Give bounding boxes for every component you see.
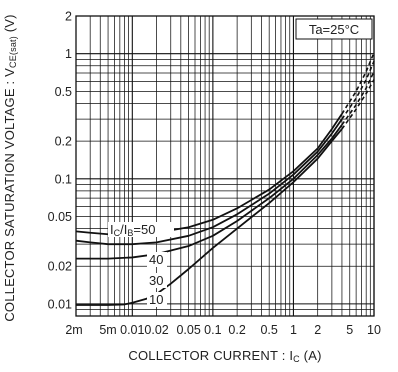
x-tick-label: 0.2 xyxy=(228,323,245,337)
series-dashed-10 xyxy=(341,79,375,130)
x-tick-label: 1 xyxy=(290,323,297,337)
series-line-10 xyxy=(76,128,343,306)
annotation-text: Ta=25°C xyxy=(309,22,359,37)
series-dashed-30 xyxy=(341,71,375,126)
plot-frame xyxy=(75,15,375,317)
x-tick-label: 2m xyxy=(65,323,82,337)
series-line-40 xyxy=(75,118,343,246)
grid xyxy=(75,15,375,317)
annotation-frame xyxy=(295,18,373,40)
curve-label-10: 10 xyxy=(149,292,163,307)
y-tick-label: 0.05 xyxy=(48,210,72,224)
x-tick-labels: 2m 5m 0.01 0.02 0.05 0.1 0.2 0.5 1 2 5 10 xyxy=(65,323,381,337)
y-tick-label: 0.5 xyxy=(55,85,72,99)
y-tick-label: 0.01 xyxy=(48,297,72,311)
y-tick-label: 0.02 xyxy=(48,260,72,274)
x-tick-label: 0.5 xyxy=(260,323,277,337)
x-axis-title: COLLECTOR CURRENT : IC (A) xyxy=(128,348,321,364)
curve-label-bg-40 xyxy=(147,252,167,267)
y-tick-label: 0.1 xyxy=(55,172,72,186)
curve-label-50: IC/IB=50 xyxy=(110,222,155,238)
x-tick-label: 2 xyxy=(314,323,321,337)
x-tick-label: 0.01 xyxy=(120,323,144,337)
y-tick-label: 1 xyxy=(65,47,72,61)
annotation-box: Ta=25°C xyxy=(295,18,373,40)
curve-label-bg-50 xyxy=(108,222,174,237)
series-line-30 xyxy=(76,124,343,260)
y-tick-label: 0.2 xyxy=(55,135,72,149)
x-tick-label: 0.1 xyxy=(204,323,221,337)
x-tick-label: 5 xyxy=(346,323,353,337)
y-axis-title: COLLECTOR SATURATION VOLTAGE : VCE(sat) … xyxy=(2,14,18,321)
series-dashed-40 xyxy=(341,60,375,120)
curve-label-bg-10 xyxy=(147,292,167,307)
x-tick-label: 0.05 xyxy=(176,323,200,337)
y-tick-labels: 0.01 0.02 0.05 0.1 0.2 0.5 1 2 xyxy=(48,10,72,312)
curve-label-40: 40 xyxy=(149,252,163,267)
curve-label-30: 30 xyxy=(149,273,163,288)
curve-labels: IC/IB=50 40 30 10 xyxy=(108,222,174,307)
x-tick-label: 5m xyxy=(99,323,116,337)
y-tick-label: 2 xyxy=(65,10,72,24)
x-tick-label: 0.02 xyxy=(144,323,168,337)
series-dashed-50 xyxy=(341,52,375,115)
x-tick-label: 10 xyxy=(367,323,381,337)
curve-label-bg-30 xyxy=(147,273,167,288)
